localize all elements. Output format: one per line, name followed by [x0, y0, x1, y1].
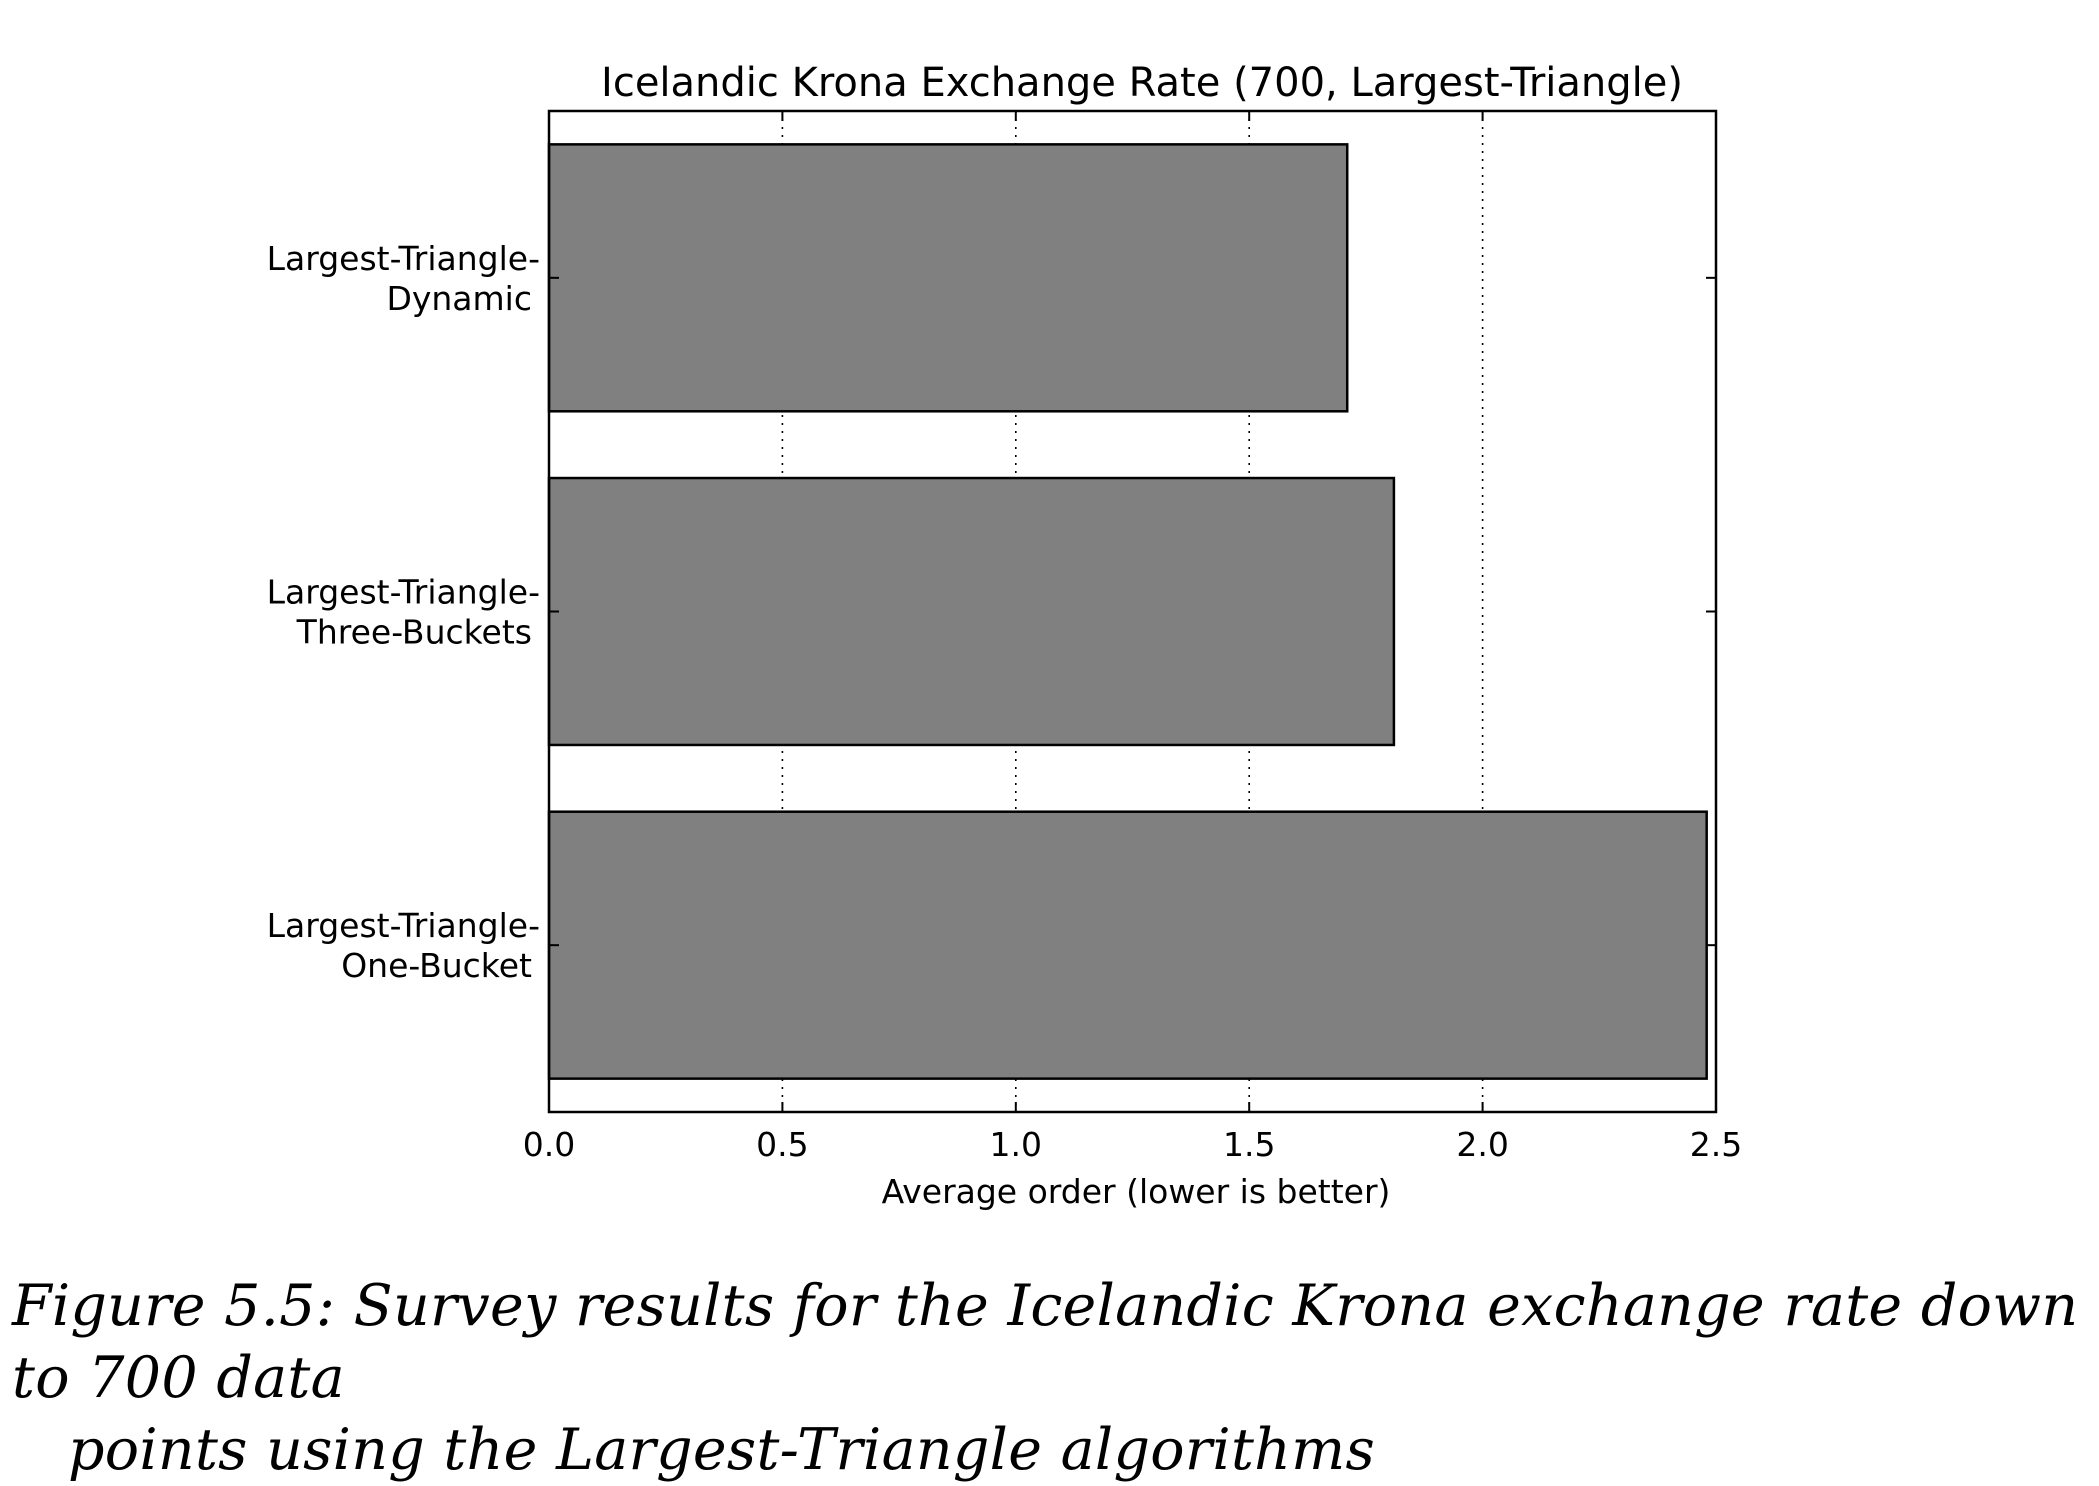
y-axis-labels: Largest-Triangle-Dynamic Largest-Triangle… — [267, 239, 540, 985]
x-axis-label: Average order (lower is better) — [882, 1172, 1391, 1211]
x-tick-label: 1.5 — [1223, 1125, 1275, 1164]
axis-ticks: 0.0 0.5 1.0 1.5 2.0 2.5 — [523, 111, 1742, 1164]
bar — [547, 143, 1349, 413]
figure-caption: Figure 5.5: Survey results for the Icela… — [12, 1270, 2097, 1486]
y-tick-label: Largest-Triangle-Dynamic — [267, 239, 540, 318]
x-tick-label: 2.0 — [1456, 1125, 1508, 1164]
x-tick-label: 2.5 — [1690, 1125, 1742, 1164]
chart-title: Icelandic Krona Exchange Rate (700, Larg… — [601, 60, 1683, 106]
bars — [547, 143, 1708, 1080]
y-tick-label: Largest-Triangle-One-Bucket — [267, 906, 540, 985]
x-tick-label: 0.5 — [756, 1125, 808, 1164]
bar — [547, 810, 1708, 1080]
y-tick-label: Largest-Triangle-Three-Buckets — [267, 573, 540, 652]
caption-line-1: Figure 5.5: Survey results for the Icela… — [12, 1273, 2079, 1411]
caption-line-2: points using the Largest-Triangle algori… — [68, 1417, 1376, 1483]
x-tick-label: 0.0 — [523, 1125, 575, 1164]
bar-chart: Icelandic Krona Exchange Rate (700, Larg… — [267, 60, 1743, 1211]
bar — [547, 476, 1396, 747]
x-tick-label: 1.0 — [990, 1125, 1042, 1164]
